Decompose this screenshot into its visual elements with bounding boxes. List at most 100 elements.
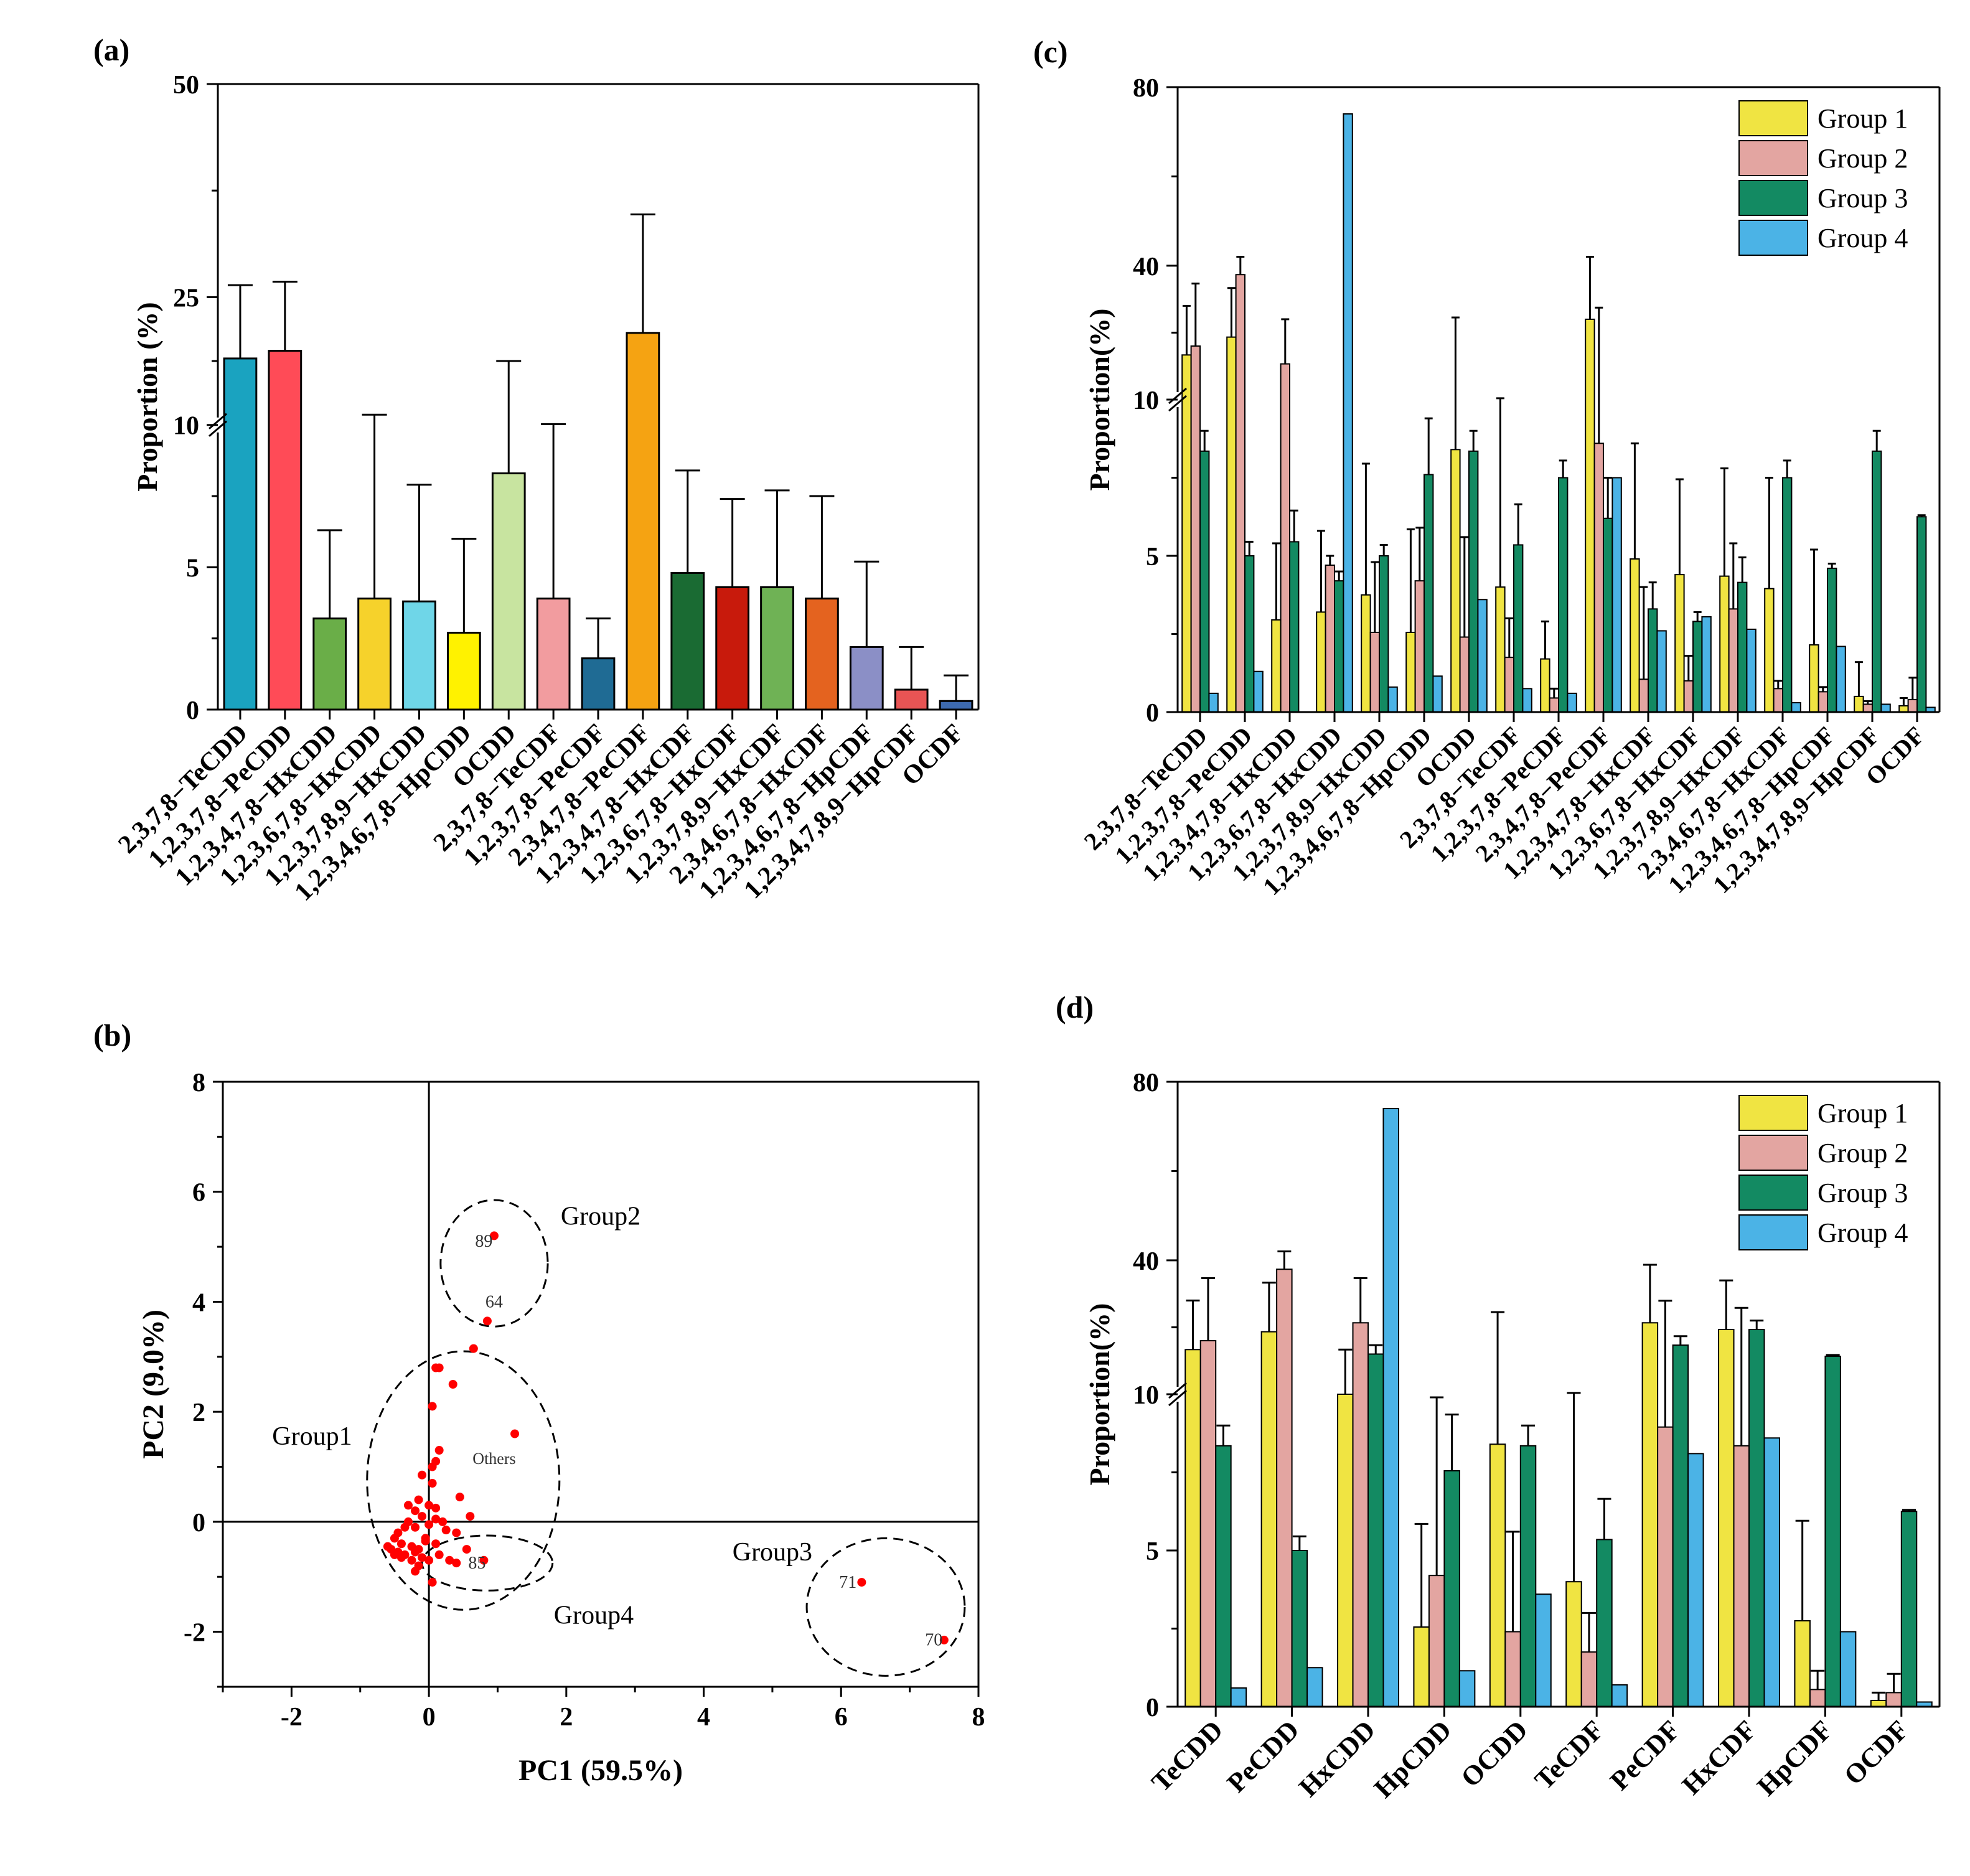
- chart-b-point-5: [448, 1380, 457, 1389]
- chart-c-s1-bar-3: [1325, 565, 1336, 713]
- chart-c-ytick-label-4: 80: [1133, 74, 1159, 103]
- chart-d-xtick-label-3: HpCDD: [1368, 1714, 1458, 1804]
- chart-c-s2-bar-10: [1648, 608, 1658, 713]
- chart-b-point-53: [393, 1528, 403, 1537]
- chart-d-s0-bar-4: [1489, 1443, 1506, 1707]
- chart-d-s2-bar-6: [1672, 1344, 1689, 1707]
- chart-c-legend-swatch-3: [1738, 220, 1808, 256]
- chart-b-point-48: [479, 1555, 489, 1565]
- chart-b-ytick-label-2: 2: [192, 1399, 205, 1427]
- chart-d-s0-bar-7: [1718, 1329, 1735, 1707]
- chart-b-point-50: [466, 1512, 475, 1521]
- chart-a-axis-break-mark-1: [209, 420, 227, 437]
- chart-b-point-13: [414, 1495, 423, 1504]
- chart-d-s1-bar-9: [1885, 1692, 1902, 1708]
- chart-c-ytick-label-3: 40: [1133, 253, 1159, 281]
- chart-a-bar-8: [581, 657, 616, 711]
- chart-c-s2-bar-12: [1737, 581, 1748, 713]
- chart-b-point-label-3: 85: [468, 1554, 485, 1573]
- chart-c-legend-label-0: Group 1: [1818, 103, 1908, 134]
- chart-c-s3-bar-1: [1253, 670, 1264, 713]
- chart-c-ylabel: Proportion(%): [1084, 308, 1115, 490]
- chart-a-ylabel: Proportion (%): [131, 302, 163, 492]
- chart-c-legend-label-1: Group 2: [1818, 143, 1908, 174]
- chart-c-legend-label-3: Group 4: [1818, 223, 1908, 253]
- chart-d-legend-swatch-0: [1738, 1095, 1808, 1131]
- chart-b-point-35: [411, 1547, 420, 1557]
- chart-a-bar-12: [760, 586, 794, 711]
- chart-a-ytick-label-4: 50: [173, 71, 199, 100]
- chart-d-s1-bar-1: [1276, 1269, 1293, 1707]
- chart-c-s0-bar-8: [1540, 658, 1550, 713]
- chart-b-group-label-1: Group1: [272, 1422, 352, 1451]
- chart-d-s2-bar-0: [1215, 1445, 1232, 1708]
- chart-d-xtick-label-2: HxCDD: [1293, 1714, 1381, 1803]
- chart-d-s1-bar-2: [1352, 1322, 1369, 1707]
- chart-b-point-38: [434, 1550, 444, 1559]
- chart-c-s2-bar-7: [1513, 544, 1524, 713]
- chart-b-ytick-label-1: 0: [192, 1509, 205, 1537]
- panel-b: (b) -2 0 2 4 6 8 -2 0 2 4 6 8 89 64 Others 85 71 70 Group2…: [0, 996, 1008, 1876]
- chart-d-s2-bar-4: [1519, 1445, 1537, 1708]
- chart-d-xtick-label-0: TeCDD: [1146, 1714, 1229, 1798]
- chart-b-point-21: [400, 1522, 410, 1532]
- chart-b-point-2: [469, 1344, 478, 1353]
- chart-b-ytick-label-3: 4: [192, 1288, 205, 1317]
- chart-b-point-56: [939, 1635, 949, 1644]
- chart-d-s0-bar-8: [1794, 1620, 1811, 1708]
- chart-b-point-label-4: 71: [839, 1573, 856, 1592]
- chart-c-s0-bar-15: [1854, 695, 1864, 713]
- chart-d-s0-bar-2: [1337, 1394, 1354, 1707]
- chart-d-ylabel: Proportion(%): [1084, 1303, 1115, 1485]
- chart-d-s3-bar-7: [1763, 1437, 1780, 1708]
- chart-d-s3-bar-6: [1687, 1453, 1704, 1707]
- chart-d-xtick-label-8: HpCDF: [1751, 1714, 1838, 1801]
- chart-c-s0-bar-1: [1226, 336, 1237, 713]
- chart-a-bar-0: [223, 357, 258, 711]
- chart-b-point-6: [428, 1402, 437, 1411]
- chart-b-point-36: [418, 1553, 427, 1562]
- chart-c-s3-bar-3: [1343, 113, 1353, 713]
- chart-c-s0-bar-10: [1630, 558, 1640, 713]
- chart-c-s3-bar-12: [1746, 628, 1757, 713]
- chart-c-s1-bar-1: [1235, 274, 1246, 713]
- chart-c-s1-bar-8: [1549, 697, 1559, 713]
- chart-a-bar-3: [357, 598, 392, 711]
- chart-c-s2-bar-5: [1424, 474, 1434, 713]
- chart-b-point-14: [403, 1501, 413, 1510]
- chart-a-bar-7: [536, 598, 571, 711]
- chart-a-bar-13: [805, 598, 839, 711]
- panel-c: (c) 0 5 10 40 80 2,3,7,8−TeCDD 1,2,3,7,8−PeCDD…: [1008, 0, 1970, 996]
- chart-a-bar-6: [491, 472, 526, 711]
- chart-b-point-8: [434, 1446, 444, 1455]
- panel-label-d: (d): [1056, 990, 1094, 1025]
- chart-c-s2-bar-13: [1782, 477, 1793, 713]
- chart-a-bar-11: [715, 586, 750, 711]
- chart-d-s2-bar-1: [1291, 1550, 1308, 1707]
- chart-a-bar-4: [402, 600, 436, 711]
- chart-b-xtick-label-4: 6: [835, 1703, 848, 1732]
- chart-d-s0-bar-0: [1184, 1349, 1201, 1707]
- chart-c-s2-bar-6: [1468, 450, 1479, 713]
- chart-c-s0-bar-4: [1361, 594, 1371, 713]
- chart-b-point-1: [482, 1316, 492, 1326]
- chart-c-s3-bar-15: [1880, 703, 1891, 713]
- chart-d-xtick-label-9: OCDF: [1838, 1714, 1915, 1791]
- chart-c-s2-bar-15: [1872, 450, 1882, 713]
- chart-d-s1-bar-7: [1733, 1445, 1750, 1708]
- chart-c-s1-bar-2: [1280, 363, 1291, 713]
- chart-b-point-10: [428, 1462, 437, 1471]
- chart-c-s1-bar-7: [1504, 657, 1514, 713]
- chart-d-xtick-label-1: PeCDD: [1221, 1714, 1305, 1798]
- chart-d-ytick-label-0: 0: [1146, 1694, 1159, 1722]
- chart-d-s3-bar-3: [1458, 1670, 1476, 1708]
- chart-c-ytick-label-1: 5: [1146, 543, 1159, 571]
- chart-b-point-19: [418, 1512, 427, 1521]
- chart-d-legend-swatch-3: [1738, 1214, 1808, 1250]
- chart-d-s1-bar-6: [1657, 1426, 1674, 1708]
- chart-c-s3-bar-5: [1432, 675, 1443, 713]
- chart-b-point-label-2: Others: [472, 1450, 515, 1468]
- chart-a-bar-10: [670, 572, 705, 711]
- chart-b-point-22: [411, 1522, 420, 1532]
- chart-c-s1-bar-11: [1683, 680, 1694, 713]
